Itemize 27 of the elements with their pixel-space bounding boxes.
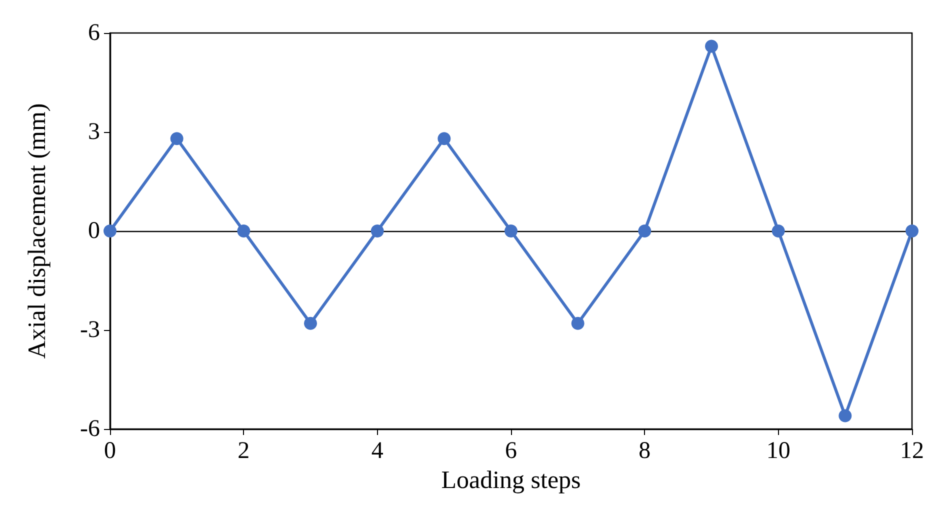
x-tick-label: 4 [371,438,384,464]
point [104,224,116,238]
point [772,224,785,238]
y-tick-label: 6 [88,20,100,46]
x-tick-label: 6 [505,438,517,464]
point [304,316,317,330]
point [838,409,852,422]
point [705,40,718,53]
point [504,224,518,238]
y-tick-label: 3 [88,119,100,145]
y-tick-label: -3 [80,317,100,343]
x-tick-label: 12 [900,438,924,464]
x-tick-label: 2 [238,438,250,464]
x-tick-label: 0 [104,438,116,464]
x-axis-title: Loading steps [441,466,581,494]
x-tick-label: 8 [638,438,651,464]
point [370,224,384,238]
y-axis-title: Axial displacement (mm) [24,103,51,359]
point [638,224,652,238]
point [170,132,184,146]
point [571,316,584,330]
x-tick-label: 10 [766,438,790,464]
y-tick-label: -6 [80,416,100,442]
point [906,224,918,238]
y-tick-label: 0 [88,218,100,244]
point [438,132,451,146]
point [237,224,250,238]
